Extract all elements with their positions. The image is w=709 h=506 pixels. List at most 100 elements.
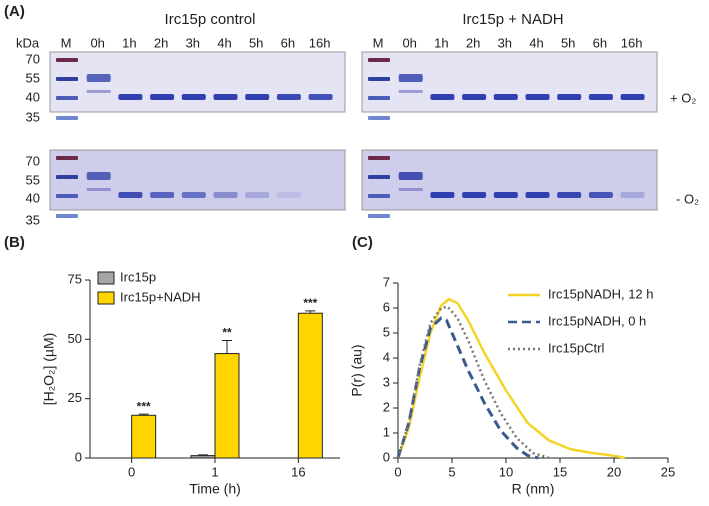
- marker-band: [368, 214, 390, 218]
- kda-label: kDa: [16, 35, 40, 50]
- kda-tick: 35: [26, 109, 40, 124]
- band: [150, 94, 175, 100]
- band: [86, 172, 111, 180]
- band: [276, 192, 301, 198]
- marker-band: [368, 116, 390, 120]
- band: [213, 192, 238, 198]
- lane-label: 16h: [309, 35, 331, 50]
- marker-band: [56, 116, 78, 120]
- panel-label: (C): [352, 234, 373, 251]
- bar: [297, 312, 323, 459]
- band: [86, 74, 111, 82]
- band: [276, 94, 301, 100]
- band: [398, 74, 423, 82]
- lane-label: M: [373, 35, 384, 50]
- y-tick-label: 0: [383, 449, 390, 464]
- x-tick-label: 20: [607, 464, 621, 479]
- band: [588, 94, 613, 100]
- legend-label: Irc15pNADH, 0 h: [548, 313, 646, 328]
- kda-tick: 35: [26, 212, 40, 227]
- band: [493, 192, 518, 198]
- band: [462, 94, 487, 100]
- y-tick-label: 7: [383, 274, 390, 289]
- y-tick-label: 25: [68, 390, 82, 405]
- band: [181, 94, 206, 100]
- curve: [396, 305, 550, 460]
- lane-label: 4h: [529, 35, 543, 50]
- curve: [396, 316, 539, 460]
- legend-label: Irc15pCtrl: [548, 340, 604, 355]
- x-tick-label: 15: [553, 464, 567, 479]
- y-tick-label: 6: [383, 299, 390, 314]
- panel-label: (B): [4, 234, 25, 251]
- y-tick-label: 1: [383, 424, 390, 439]
- band: [398, 172, 423, 180]
- legend-label: Irc15pNADH, 12 h: [548, 286, 654, 301]
- lane-label: 3h: [498, 35, 512, 50]
- y-tick-label: 75: [68, 271, 82, 286]
- band: [245, 192, 270, 198]
- error-bar: [138, 413, 149, 416]
- band: [525, 192, 550, 198]
- band: [557, 94, 582, 100]
- kda-tick: 40: [26, 190, 40, 205]
- marker-band: [56, 96, 78, 100]
- marker-band: [368, 156, 390, 160]
- kda-tick: 55: [26, 172, 40, 187]
- band: [620, 192, 645, 198]
- band: [150, 192, 175, 198]
- band: [462, 192, 487, 198]
- y-axis-label: P(r) (au): [349, 344, 365, 396]
- band: [308, 94, 333, 100]
- marker-band: [56, 77, 78, 81]
- band: [398, 90, 423, 93]
- lane-label: 2h: [466, 35, 480, 50]
- error-bar: [305, 310, 316, 314]
- lane-label: 6h: [593, 35, 607, 50]
- lane-label: 1h: [122, 35, 136, 50]
- error-bar: [222, 340, 232, 354]
- curve: [396, 297, 626, 460]
- x-tick-label: 0: [128, 464, 135, 479]
- y-axis-label: [H₂O₂] (µM): [41, 333, 57, 406]
- gel-title: Irc15p control: [165, 11, 256, 28]
- bar: [190, 455, 216, 459]
- lane-label: 4h: [217, 35, 231, 50]
- marker-band: [56, 175, 78, 179]
- legend-swatch: [97, 291, 115, 305]
- y-tick-label: 5: [383, 324, 390, 339]
- panel-label: (A): [4, 3, 25, 20]
- marker-band: [56, 194, 78, 198]
- band: [118, 192, 143, 198]
- y-tick-label: 0: [75, 449, 82, 464]
- legend-label: Irc15p: [120, 269, 156, 284]
- y-tick-label: 4: [383, 349, 390, 364]
- kda-tick: 40: [26, 89, 40, 104]
- significance: **: [222, 326, 232, 340]
- x-tick-label: 0: [394, 464, 401, 479]
- error-bar: [198, 454, 208, 456]
- band: [118, 94, 143, 100]
- marker-band: [56, 214, 78, 218]
- significance: ***: [137, 399, 151, 413]
- marker-band: [56, 156, 78, 160]
- band: [86, 188, 111, 191]
- gel-title: Irc15p + NADH: [462, 11, 563, 28]
- marker-band: [56, 58, 78, 62]
- lane-label: 1h: [434, 35, 448, 50]
- marker-band: [368, 175, 390, 179]
- band: [245, 94, 270, 100]
- bar: [131, 414, 157, 459]
- lane-label: 6h: [281, 35, 295, 50]
- legend-swatch: [97, 271, 115, 285]
- marker-band: [368, 194, 390, 198]
- marker-band: [368, 96, 390, 100]
- legend-label: Irc15p+NADH: [120, 289, 201, 304]
- y-tick-label: 50: [68, 331, 82, 346]
- band: [430, 192, 455, 198]
- condition-label: + O₂: [670, 90, 696, 105]
- lane-label: 2h: [154, 35, 168, 50]
- x-axis-label: R (nm): [512, 481, 555, 497]
- y-tick-label: 3: [383, 374, 390, 389]
- lane-label: M: [61, 35, 72, 50]
